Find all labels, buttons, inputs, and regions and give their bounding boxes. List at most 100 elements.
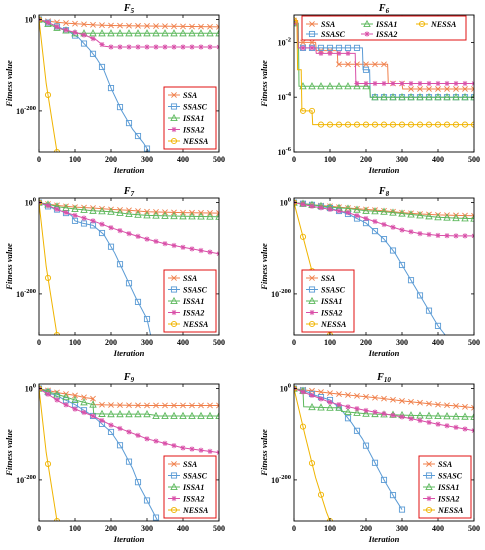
legend-label: ISSA1 bbox=[375, 20, 397, 29]
marker-issa1 bbox=[434, 411, 442, 420]
marker-issa2 bbox=[354, 406, 360, 412]
marker-issa2 bbox=[81, 215, 87, 221]
marker-issa2 bbox=[135, 432, 141, 438]
legend-marker bbox=[171, 495, 177, 502]
marker-issa1 bbox=[143, 211, 151, 219]
legend-label: SSA bbox=[183, 460, 198, 469]
marker-issa1 bbox=[344, 407, 352, 416]
marker-nessa bbox=[461, 121, 469, 128]
marker-ssasc bbox=[80, 220, 88, 227]
series-ssa bbox=[39, 16, 219, 30]
y-axis-label: Fitness value bbox=[259, 243, 269, 291]
marker-ssasc bbox=[134, 479, 142, 486]
marker-issa2 bbox=[198, 447, 204, 453]
marker-issa1 bbox=[107, 409, 115, 418]
marker-issa1 bbox=[179, 212, 187, 220]
marker-issa2 bbox=[462, 233, 468, 239]
x-tick-label: 400 bbox=[177, 338, 189, 347]
marker-issa2 bbox=[72, 406, 78, 412]
legend-label: NESSA bbox=[320, 320, 347, 329]
marker-ssasc bbox=[89, 50, 97, 57]
series-ssasc bbox=[39, 385, 160, 521]
legend-marker bbox=[171, 126, 177, 133]
marker-ssa bbox=[180, 23, 186, 30]
plot-frame bbox=[38, 14, 220, 153]
legend-label: NESSA bbox=[430, 20, 457, 29]
marker-ssa bbox=[372, 61, 378, 68]
x-tick-label: 400 bbox=[432, 338, 444, 347]
marker-issa2 bbox=[117, 425, 123, 432]
marker-ssasc bbox=[326, 44, 334, 51]
marker-issa2 bbox=[345, 50, 351, 56]
marker-issa1 bbox=[80, 205, 88, 213]
series-line-nessa bbox=[294, 20, 474, 126]
chart-panel-4: 0 100 200 300 400 500 100 10-200 F8 Iteration Fitn… bbox=[259, 186, 480, 358]
plot-frame bbox=[293, 197, 475, 336]
marker-ssasc bbox=[380, 236, 388, 243]
legend-marker bbox=[171, 461, 177, 467]
marker-issa1 bbox=[152, 29, 160, 37]
legend-label: NESSA bbox=[437, 506, 464, 515]
marker-ssasc bbox=[116, 442, 124, 449]
legend-label: SSA bbox=[438, 460, 453, 469]
x-tick-label: 300 bbox=[141, 338, 153, 347]
marker-nessa bbox=[299, 107, 307, 114]
marker-issa1 bbox=[89, 400, 97, 408]
marker-issa2 bbox=[108, 44, 114, 50]
series-issa1 bbox=[39, 384, 219, 420]
legend-label: NESSA bbox=[182, 137, 209, 146]
marker-issa1 bbox=[215, 411, 219, 420]
x-tick-label: 500 bbox=[468, 155, 480, 164]
marker-issa2 bbox=[327, 50, 333, 56]
marker-ssa bbox=[471, 404, 474, 411]
marker-issa1 bbox=[206, 212, 214, 220]
marker-issa1 bbox=[107, 29, 115, 37]
marker-issa2 bbox=[381, 411, 387, 417]
marker-issa1 bbox=[107, 207, 115, 215]
marker-issa2 bbox=[444, 233, 450, 239]
marker-issa1 bbox=[407, 210, 415, 218]
marker-issa2 bbox=[381, 221, 387, 228]
marker-issa2 bbox=[381, 80, 387, 87]
series-ssa bbox=[294, 385, 474, 411]
marker-issa1 bbox=[317, 82, 325, 90]
marker-ssa bbox=[381, 395, 387, 402]
marker-issa1 bbox=[71, 395, 79, 404]
marker-issa2 bbox=[81, 409, 87, 416]
marker-issa1 bbox=[179, 411, 187, 420]
marker-issa2 bbox=[45, 20, 51, 26]
x-axis-label: Iteration bbox=[368, 348, 400, 358]
x-tick-label: 100 bbox=[69, 338, 81, 347]
marker-issa1 bbox=[308, 82, 316, 90]
marker-issa1 bbox=[452, 412, 460, 420]
x-tick-label: 0 bbox=[292, 338, 296, 347]
marker-issa2 bbox=[345, 404, 351, 410]
legend-marker bbox=[170, 472, 178, 479]
marker-issa2 bbox=[108, 422, 114, 428]
marker-ssa bbox=[72, 20, 78, 27]
marker-issa1 bbox=[170, 29, 178, 37]
series-line-issa2 bbox=[39, 19, 219, 48]
marker-issa1 bbox=[461, 214, 469, 222]
marker-nessa bbox=[407, 121, 415, 128]
marker-ssa bbox=[462, 86, 468, 92]
marker-issa2 bbox=[300, 45, 306, 51]
marker-issa2 bbox=[336, 208, 342, 214]
marker-ssa bbox=[327, 390, 333, 397]
legend-marker bbox=[309, 21, 315, 27]
x-tick-label: 200 bbox=[360, 155, 372, 164]
marker-issa1 bbox=[344, 82, 352, 90]
marker-ssasc bbox=[152, 514, 160, 521]
marker-ssasc bbox=[335, 44, 343, 51]
marker-issa1 bbox=[353, 205, 361, 213]
plot-frame bbox=[38, 383, 220, 522]
marker-ssa bbox=[453, 403, 459, 409]
y-axis-label: Fitness value bbox=[4, 60, 14, 108]
marker-ssasc bbox=[107, 243, 115, 250]
marker-issa2 bbox=[90, 413, 96, 419]
x-tick-label: 0 bbox=[37, 524, 41, 533]
marker-issa2 bbox=[435, 232, 441, 239]
marker-issa2 bbox=[408, 416, 414, 422]
marker-ssa bbox=[216, 23, 219, 30]
